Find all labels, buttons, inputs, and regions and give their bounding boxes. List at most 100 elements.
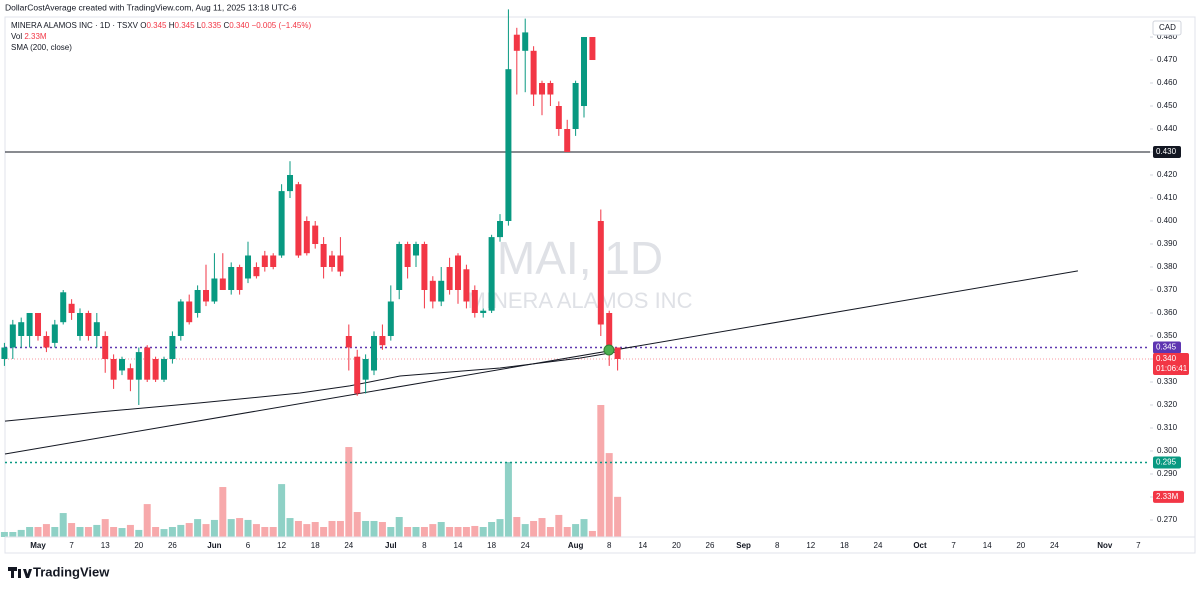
volume-bar: [420, 527, 428, 537]
volume-bar: [429, 524, 437, 537]
candle-body: [186, 301, 193, 323]
sma-legend: SMA (200, close): [11, 43, 72, 52]
volume-bar: [412, 527, 420, 537]
volume-bar: [286, 518, 294, 537]
price-line-label-text: 0.430: [1156, 147, 1177, 156]
volume-bar: [530, 520, 538, 537]
x-tick-label: 24: [344, 541, 353, 550]
ohlc-item: C0.340: [224, 21, 252, 30]
candle-body: [26, 312, 33, 336]
volume-bar: [395, 517, 403, 537]
volume-bar: [479, 527, 487, 537]
volume-name: Vol: [11, 32, 22, 41]
price-line-label-box: [1153, 456, 1181, 469]
candle-body: [488, 237, 495, 311]
volume-bar: [227, 519, 235, 537]
last-price-text: 0.340: [1156, 354, 1177, 363]
ohlc-value: 0.340: [229, 21, 250, 30]
volume-bar: [404, 527, 412, 537]
volume-bar: [202, 524, 210, 537]
candle-body: [270, 255, 277, 267]
volume-bar: [84, 527, 92, 537]
volume-bar: [345, 447, 353, 537]
ohlc-key: C: [224, 21, 230, 30]
price-line-label-box: [1153, 146, 1181, 159]
volume-bar: [236, 518, 244, 537]
y-tick-label: 0.420: [1157, 170, 1178, 179]
x-tick-label: 18: [311, 541, 320, 550]
candle-body: [421, 243, 428, 290]
y-tick-label: 0.400: [1157, 216, 1178, 225]
candle-body: [513, 34, 520, 51]
y-tick-label: 0.310: [1157, 423, 1178, 432]
volume-bar: [454, 527, 462, 537]
candle-body: [110, 358, 117, 380]
y-tick-label: 0.360: [1157, 308, 1178, 317]
volume-bar: [513, 517, 521, 537]
volume-bar: [446, 527, 454, 537]
volume-bar: [210, 519, 218, 537]
x-tick-label: Jul: [385, 541, 397, 550]
volume-bar: [261, 527, 269, 537]
volume-bar: [152, 527, 160, 537]
candle-body: [18, 322, 25, 336]
candle-body: [219, 278, 226, 290]
volume-bar: [34, 527, 42, 537]
candle-body: [51, 324, 58, 343]
y-tick-label: 0.330: [1157, 377, 1178, 386]
x-tick-label: 14: [454, 541, 463, 550]
candle-body: [127, 368, 134, 380]
volume-bar: [563, 527, 571, 537]
candle-body: [9, 324, 16, 348]
volume-label-text: 2.33M: [1156, 492, 1179, 501]
candle-body: [312, 225, 319, 244]
candle-body: [35, 312, 42, 336]
alert-icon: [603, 344, 615, 356]
candle-body: [497, 220, 504, 238]
candle-body: [471, 289, 478, 313]
volume-bar: [194, 519, 202, 537]
ohlc-item: H0.345: [169, 21, 197, 30]
candle-body: [371, 335, 378, 371]
volume-bar: [320, 527, 328, 537]
y-tick-label: 0.460: [1157, 78, 1178, 87]
candle-body: [303, 220, 310, 254]
candle-body: [463, 269, 470, 302]
y-tick-label: 0.290: [1157, 469, 1178, 478]
candle-body: [119, 358, 126, 371]
volume-bar: [588, 530, 596, 537]
ohlc-value: 0.345: [146, 21, 167, 30]
volume-value: 2.33M: [24, 32, 47, 41]
volume-bar: [0, 532, 8, 537]
ohlc-value: 0.345: [175, 21, 196, 30]
volume-bar: [353, 512, 361, 537]
volume-bar: [278, 484, 286, 537]
x-tick-label: 24: [1050, 541, 1059, 550]
price-line-label-text: 0.345: [1156, 343, 1177, 352]
x-tick-label: 26: [706, 541, 715, 550]
candle-body: [555, 106, 562, 130]
candle-body: [597, 220, 604, 325]
candle-body: [152, 358, 159, 380]
footer-logo: TradingView: [8, 564, 110, 579]
x-tick-label: 7: [1136, 541, 1141, 550]
x-tick-label: 8: [422, 541, 427, 550]
volume-bar: [101, 519, 109, 537]
candle-body: [203, 289, 210, 302]
candle-body: [161, 358, 168, 380]
volume-bar: [168, 527, 176, 537]
volume-bar: [521, 524, 529, 537]
candle-body: [564, 129, 571, 153]
sma-line: [4, 351, 616, 422]
candle-body: [329, 255, 336, 267]
candle-body: [614, 347, 621, 359]
y-tick-label: 0.300: [1157, 446, 1178, 455]
candle-body: [606, 312, 613, 350]
candle-body: [547, 83, 554, 95]
volume-bar: [555, 514, 563, 537]
candle-body: [287, 175, 294, 192]
currency-box: [1152, 20, 1182, 36]
volume-bar: [68, 523, 76, 537]
x-tick-label: 13: [101, 541, 110, 550]
volume-bar: [605, 453, 613, 537]
